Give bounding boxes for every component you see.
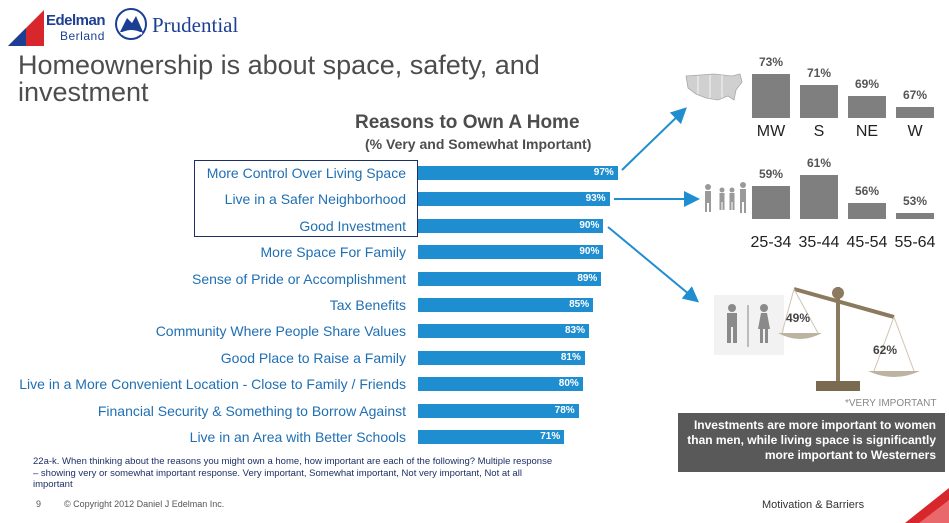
gray-bar <box>800 85 838 118</box>
gray-bar-category: 55-64 <box>894 234 936 251</box>
berland-wordmark: Berland <box>60 29 105 43</box>
prudential-rock-icon <box>115 8 147 40</box>
category-label: Good Investment <box>299 217 406 234</box>
bar-value-label: 93% <box>585 193 606 205</box>
gray-bar <box>896 213 934 219</box>
section-label: Motivation & Barriers <box>762 499 865 511</box>
page-title: Homeownership is about space, safety, an… <box>18 52 658 106</box>
gray-bar-category: 45-54 <box>846 234 888 251</box>
chart-subtitle: (% Very and Somewhat Important) <box>365 136 592 152</box>
restroom-icon <box>727 304 770 347</box>
category-label: Community Where People Share Values <box>155 323 406 340</box>
gray-bar <box>800 175 838 219</box>
edelman-logo: Edelman Berland <box>8 10 113 48</box>
gray-bar-value: 53% <box>902 194 928 208</box>
gray-bar-value: 71% <box>806 66 832 80</box>
gray-bar-category: MW <box>756 123 786 140</box>
prudential-logo: Prudential <box>115 8 255 46</box>
scale-value-women: 49% <box>786 311 811 325</box>
gray-bar <box>848 202 886 219</box>
bar-value-label: 85% <box>569 299 590 310</box>
category-label: Tax Benefits <box>329 297 406 313</box>
bar <box>418 218 604 233</box>
chart-title: Reasons to Own A Home <box>355 112 580 133</box>
copyright: © Copyright 2012 Daniel J Edelman Inc. <box>64 499 225 509</box>
very-important-note: *VERY IMPORTANT <box>845 398 937 409</box>
category-label: Good Place to Raise a Family <box>220 349 406 366</box>
category-label: Sense of Pride or Accomplishment <box>192 270 406 287</box>
us-map-icon <box>685 73 743 101</box>
bar <box>418 271 602 286</box>
bar-value-label: 89% <box>577 272 598 284</box>
gray-bar-category: W <box>907 123 923 140</box>
gray-bar-category: 25-34 <box>750 234 792 251</box>
bar-value-label: 81% <box>560 351 581 363</box>
bar-value-label: 80% <box>558 378 579 390</box>
bar <box>418 377 583 392</box>
bar <box>418 166 618 180</box>
question-footnote: 22a-k. When thinking about the reasons y… <box>33 456 553 490</box>
bar-value-label: 90% <box>579 246 600 258</box>
gray-bar-category: NE <box>855 123 879 140</box>
bar <box>418 350 585 365</box>
page-number: 9 <box>36 499 42 509</box>
bar-value-label: 97% <box>593 167 614 178</box>
page-title-line2: investment <box>18 77 149 107</box>
gray-bar-value: 56% <box>854 183 880 198</box>
gray-bar-value: 61% <box>806 156 832 170</box>
category-label: Live in a More Convenient Location - Clo… <box>19 376 406 393</box>
bar-value-label: 83% <box>564 325 585 337</box>
edelman-triangle-icon <box>8 10 44 46</box>
category-label: Financial Security & Something to Borrow… <box>97 402 406 419</box>
balance-scale-icon <box>778 287 920 391</box>
bar <box>418 324 589 339</box>
highlight-box <box>194 160 418 237</box>
bar-value-label: 90% <box>579 219 600 231</box>
page-title-line1: Homeownership is about space, safety, an… <box>18 50 540 80</box>
bar <box>418 245 604 260</box>
edelman-wordmark: Edelman <box>46 12 106 29</box>
callout-box: Investments are more important to women … <box>678 413 945 472</box>
gray-bar-value: 67% <box>902 88 928 102</box>
bar-value-label: 78% <box>554 404 575 416</box>
gray-bar <box>848 96 886 118</box>
bar-value-label: 71% <box>540 431 561 442</box>
scale-illustration <box>714 287 920 391</box>
gray-bar <box>752 186 790 219</box>
gray-bar-category: 35-44 <box>798 234 840 251</box>
bar <box>418 430 565 444</box>
category-label: Live in a Safer Neighborhood <box>224 191 406 208</box>
category-label: More Space For Family <box>260 244 406 261</box>
arrow-to-gender <box>607 226 700 303</box>
gray-bar-value: 73% <box>758 55 784 69</box>
scale-value-men: 62% <box>873 343 898 357</box>
family-icon <box>705 182 746 213</box>
bar <box>418 403 579 418</box>
gray-bar <box>752 74 790 118</box>
gray-bar-value: 59% <box>758 167 784 181</box>
prudential-wordmark: Prudential <box>152 13 239 37</box>
bar <box>418 298 594 312</box>
gray-bar <box>896 107 934 118</box>
corner-triangle-icon <box>905 488 949 523</box>
category-label: More Control Over Living Space <box>206 165 406 181</box>
category-label: Live in an Area with Better Schools <box>189 429 406 445</box>
gray-bar-category: S <box>813 123 825 140</box>
arrow-to-region <box>621 107 687 171</box>
bar <box>418 192 610 207</box>
gray-bar-value: 69% <box>854 77 880 91</box>
